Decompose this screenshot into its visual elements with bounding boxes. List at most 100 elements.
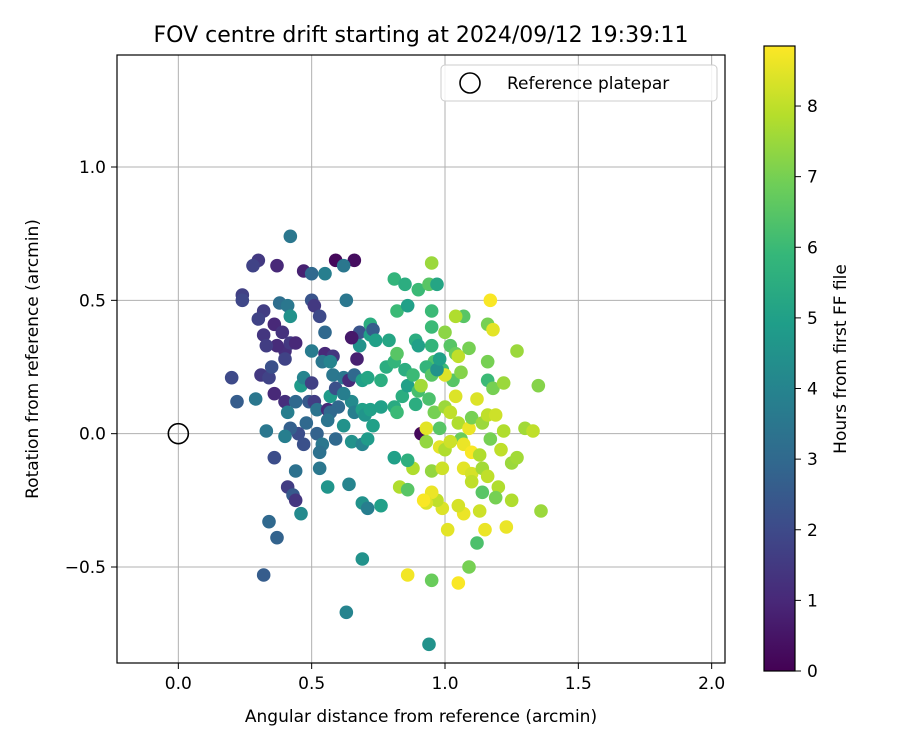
scatter-point: [496, 424, 511, 438]
scatter-point: [462, 341, 476, 356]
scatter-point: [256, 328, 271, 342]
scatter-point: [262, 514, 276, 529]
scatter-point: [288, 336, 303, 350]
scatter-point: [451, 498, 466, 513]
scatter-point: [283, 309, 298, 324]
scatter-point: [270, 530, 284, 545]
y-tick-label: 1.0: [79, 158, 106, 178]
scatter-point: [267, 386, 282, 401]
scatter-point: [310, 402, 324, 417]
scatter-point: [336, 258, 351, 273]
colorbar-tick-label: 0: [807, 662, 818, 682]
scatter-point: [270, 258, 284, 273]
scatter-point: [427, 405, 442, 420]
scatter-point: [312, 309, 327, 324]
scatter-point: [363, 402, 378, 417]
colorbar-tick-label: 2: [807, 521, 818, 541]
scatter-point: [398, 277, 412, 292]
scatter-point: [304, 344, 319, 358]
colorbar-gradient: [763, 45, 796, 672]
scatter-point: [278, 352, 292, 366]
scatter-point: [390, 405, 404, 420]
scatter-point: [323, 354, 338, 369]
scatter-point: [347, 253, 362, 268]
colorbar-tick-label: 1: [807, 591, 818, 611]
scatter-point: [278, 429, 292, 444]
scatter-point: [491, 480, 506, 494]
scatter-point: [360, 370, 375, 385]
scatter-point: [339, 605, 354, 620]
scatter-point: [464, 474, 479, 489]
x-tick-label: 1.0: [431, 674, 458, 694]
scatter-point: [382, 333, 396, 348]
scatter-point: [304, 266, 319, 281]
scatter-point: [248, 392, 263, 406]
scatter-point: [424, 256, 439, 270]
scatter-point: [387, 272, 402, 286]
scatter-point: [510, 450, 524, 465]
colorbar-ticks: 0 1 2 3 4 5 6 7 8: [795, 97, 818, 682]
y-axis-label: Rotation from reference (arcmin): [23, 219, 43, 499]
scatter-point: [432, 352, 447, 366]
scatter-point: [422, 392, 436, 406]
scatter-point: [320, 413, 335, 428]
scatter-point: [390, 304, 404, 318]
x-tick-label: 2.0: [698, 674, 725, 694]
scatter-point: [294, 506, 308, 521]
scatter-point: [406, 368, 420, 382]
scatter-point: [224, 370, 239, 385]
scatter-point: [355, 552, 370, 566]
scatter-point: [374, 373, 388, 388]
scatter-point: [366, 322, 380, 337]
legend-box: [440, 64, 718, 102]
legend: Reference platepar: [440, 64, 718, 102]
colorbar: 0 1 2 3 4 5 6 7 8 Hours from first FF file: [763, 45, 851, 682]
scatter-point: [416, 493, 431, 508]
scatter-point: [283, 229, 298, 244]
scatter-point: [419, 434, 434, 449]
scatter-point: [480, 469, 495, 484]
scatter-point: [472, 448, 487, 462]
scatter-point: [411, 282, 426, 297]
scatter-point: [443, 405, 458, 420]
scatter-point: [400, 298, 415, 313]
colorbar-tick-label: 3: [807, 450, 818, 470]
colorbar-tick-label: 4: [807, 380, 818, 400]
scatter-point: [344, 330, 359, 345]
scatter-point: [432, 421, 447, 436]
scatter-point: [336, 386, 351, 401]
scatter-point: [488, 408, 503, 422]
scatter-point: [288, 464, 303, 478]
scatter-point: [483, 293, 498, 308]
scatter-point: [251, 312, 266, 326]
legend-label-reference: Reference platepar: [507, 74, 669, 94]
plot-frame: [116, 54, 726, 664]
scatter-point: [454, 365, 468, 380]
scatter-point: [304, 376, 319, 390]
scatter-point: [531, 378, 546, 393]
scatter-point: [494, 442, 508, 457]
scatter-point: [344, 434, 359, 449]
scatter-point: [504, 493, 519, 508]
scatter-point: [326, 368, 340, 382]
scatter-point: [400, 568, 415, 582]
scatter-point: [256, 568, 271, 582]
scatter-point: [246, 258, 260, 273]
scatter-point: [280, 298, 295, 313]
scatter-point: [312, 461, 327, 476]
scatter-point: [339, 293, 354, 308]
scatter-point: [400, 378, 415, 393]
y-tick-label: −0.5: [65, 558, 106, 578]
scatter-point: [430, 277, 444, 292]
scatter-point: [472, 504, 487, 518]
scatter-point: [400, 482, 415, 497]
scatter-point: [387, 450, 402, 465]
scatter-point: [400, 453, 415, 468]
scatter-point: [419, 421, 434, 436]
scatter-point: [366, 418, 380, 433]
scatter-point: [438, 325, 452, 340]
scatter-point: [424, 573, 439, 588]
scatter-point: [342, 477, 356, 492]
scatter-point: [350, 352, 364, 366]
scatter-point: [435, 461, 450, 476]
